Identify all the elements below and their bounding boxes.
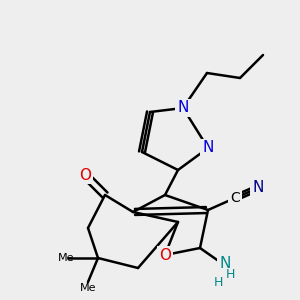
Text: H: H — [213, 275, 223, 289]
Text: Me: Me — [58, 253, 74, 263]
Text: C: C — [230, 191, 240, 205]
Text: N: N — [252, 181, 264, 196]
Text: O: O — [79, 167, 91, 182]
Text: O: O — [159, 248, 171, 262]
Text: N: N — [202, 140, 214, 155]
Text: N: N — [219, 256, 231, 272]
Text: Me: Me — [80, 283, 96, 293]
Text: H: H — [225, 268, 235, 281]
Text: N: N — [177, 100, 189, 116]
